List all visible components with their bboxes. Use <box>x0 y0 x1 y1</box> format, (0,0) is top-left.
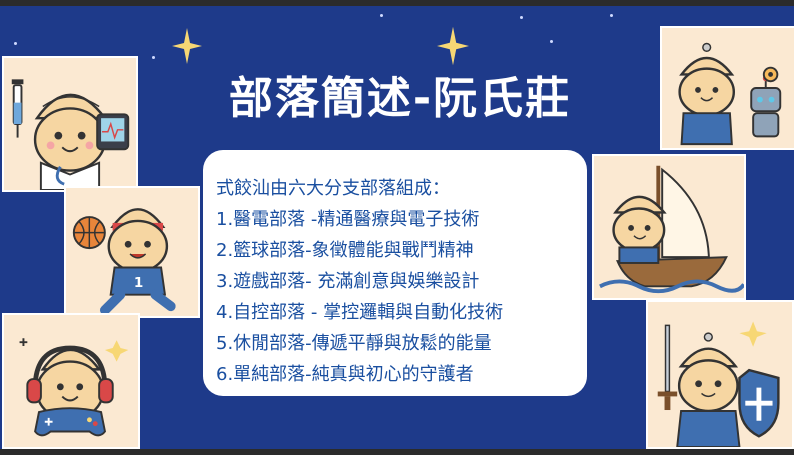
basketball-icon <box>72 216 106 250</box>
top-strip <box>0 0 794 6</box>
tribe-item-3: 3.遊戲部落- 充滿創意與娛樂設計 <box>216 271 480 292</box>
sailboat-icon <box>599 165 744 294</box>
tribe-item-5: 5.休閒部落-傳遞平靜與放鬆的能量 <box>216 333 492 354</box>
tribe-item-4: 4.自控部落 - 掌控邏輯與自動化技術 <box>216 302 504 323</box>
syringe-icon <box>11 79 24 138</box>
bottom-strip <box>0 449 794 455</box>
content-card: 式餃汕由六大分支部落組成： 1.醫電部落 -精通醫療與電子技術 2.籃球部落-象… <box>203 150 587 396</box>
sailing-illustration <box>592 154 746 300</box>
sword-icon <box>657 324 678 411</box>
sparkle-star-icon <box>172 28 202 64</box>
tribe-item-2: 2.籃球部落-象徵體能與戰鬥精神 <box>216 240 474 261</box>
gamer-illustration <box>2 313 140 449</box>
stethoscope-icon <box>55 165 65 186</box>
star-dot <box>610 14 613 17</box>
basketball-illustration: 1 <box>64 186 200 318</box>
shield-cross-icon <box>738 368 780 438</box>
robot-icon <box>750 75 782 138</box>
star-dot <box>152 56 155 59</box>
star-dot <box>380 14 383 17</box>
control-illustration <box>660 26 794 150</box>
medical-electronics-illustration <box>2 56 138 192</box>
gamepad-icon <box>34 407 107 437</box>
sparkle-star-icon <box>437 26 469 66</box>
star-dot <box>550 40 553 43</box>
headphones-icon <box>26 345 114 404</box>
star-dot <box>520 16 523 19</box>
svg-text:1: 1 <box>134 275 143 291</box>
intro-line: 式餃汕由六大分支部落組成： <box>216 178 450 199</box>
star-dot <box>14 42 17 45</box>
tribe-item-6: 6.單純部落-純真與初心的守護者 <box>216 364 474 385</box>
guardian-illustration <box>646 300 794 449</box>
gear-icon <box>762 66 779 83</box>
monitor-icon <box>96 113 130 151</box>
tribe-item-1: 1.醫電部落 -精通醫療與電子技術 <box>216 209 480 230</box>
slide-title: 部落簡述-阮氏莊 <box>228 73 572 124</box>
